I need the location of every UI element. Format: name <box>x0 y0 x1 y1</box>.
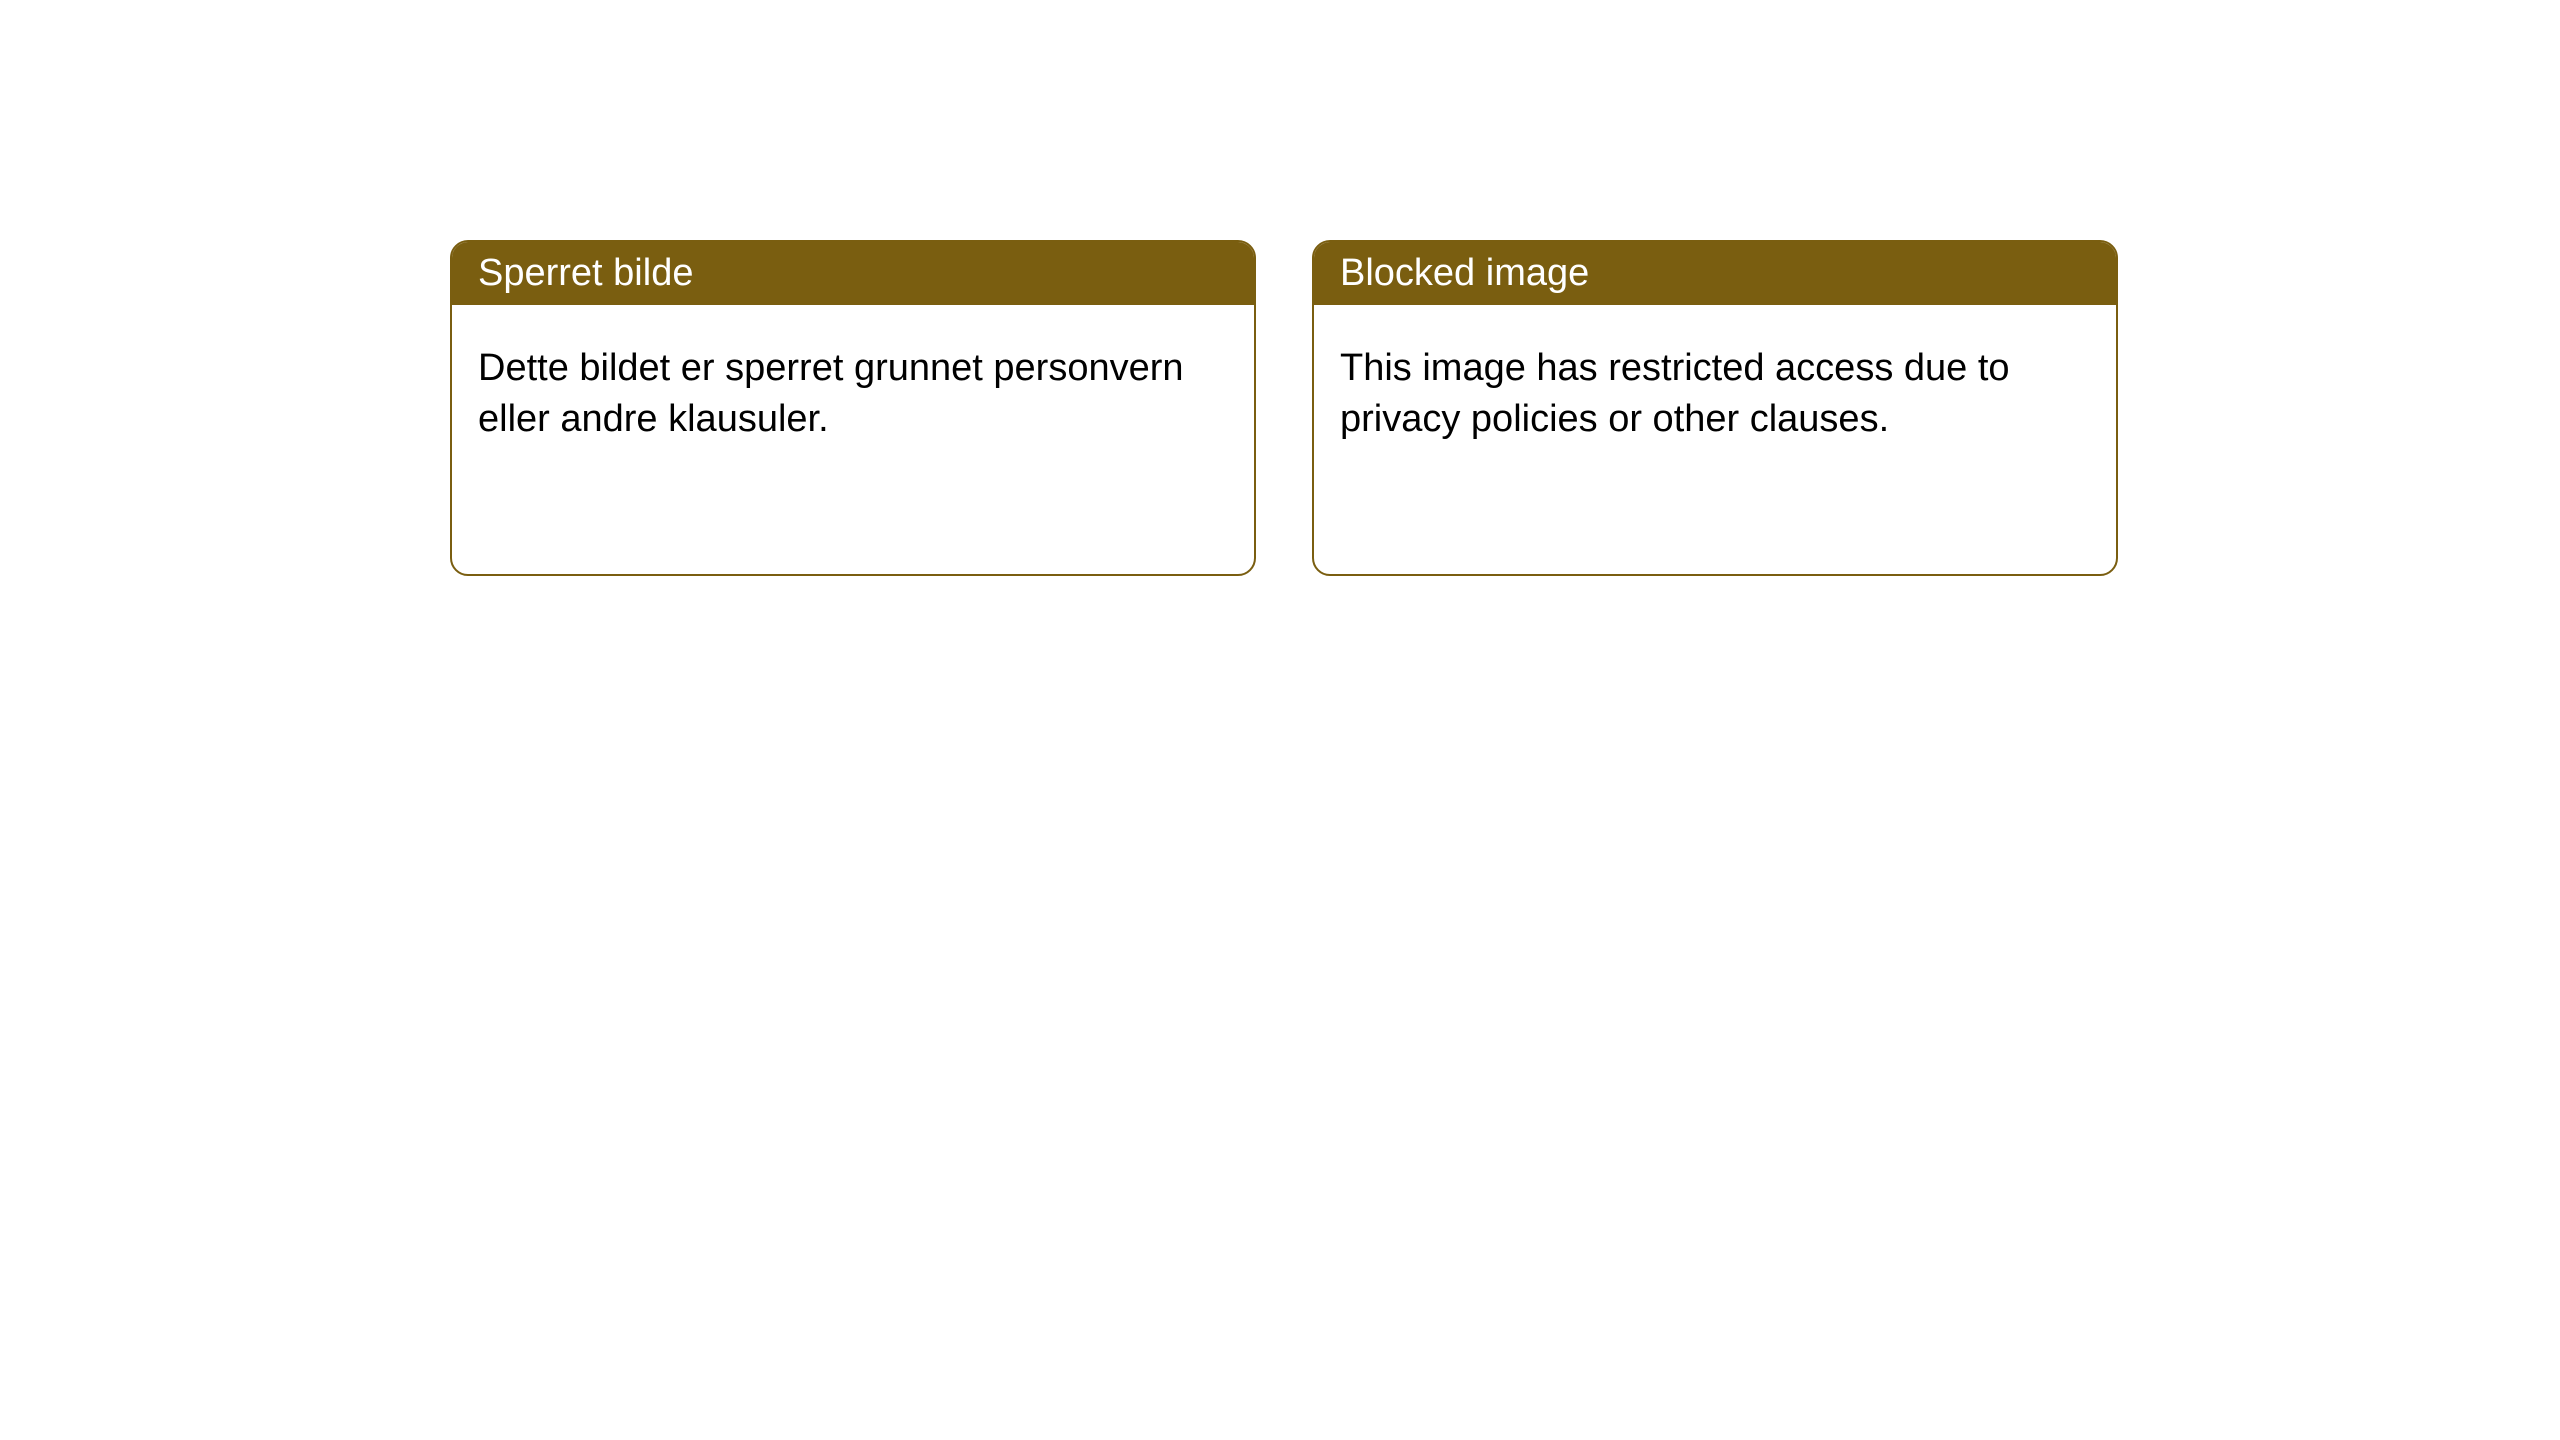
notice-body: This image has restricted access due to … <box>1314 305 2116 484</box>
notice-title: Sperret bilde <box>478 252 693 294</box>
notice-body-text: Dette bildet er sperret grunnet personve… <box>478 347 1184 440</box>
notice-card-norwegian: Sperret bilde Dette bildet er sperret gr… <box>450 240 1256 576</box>
notice-container: Sperret bilde Dette bildet er sperret gr… <box>0 0 2560 576</box>
notice-card-english: Blocked image This image has restricted … <box>1312 240 2118 576</box>
notice-body: Dette bildet er sperret grunnet personve… <box>452 305 1254 484</box>
notice-title: Blocked image <box>1340 252 1589 294</box>
notice-body-text: This image has restricted access due to … <box>1340 347 2010 440</box>
notice-header: Blocked image <box>1314 242 2116 305</box>
notice-header: Sperret bilde <box>452 242 1254 305</box>
